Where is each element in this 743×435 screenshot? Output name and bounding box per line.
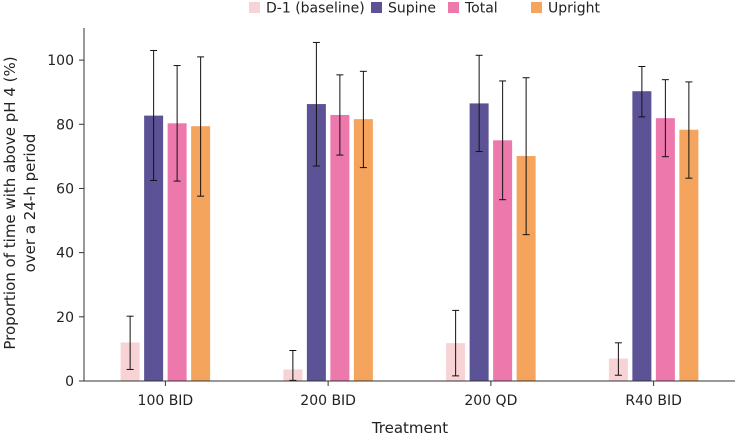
error-bar-total-200-qd <box>499 80 507 201</box>
legend-swatch <box>448 2 459 13</box>
bar-total-100-bid <box>167 123 187 381</box>
x-tick-label-r40-bid: R40 BID <box>625 393 682 409</box>
error-bar-upright-r40-bid <box>685 81 693 179</box>
bar-upright-200-qd <box>516 156 536 381</box>
legend-label: Upright <box>548 1 601 17</box>
y-tick-label: 40 <box>56 246 74 262</box>
error-bar-supine-100-bid <box>150 49 158 181</box>
bar-total-r40-bid <box>655 118 675 382</box>
x-axis-title: Treatment <box>371 419 448 435</box>
y-axis: 0 20 40 60 80 100 <box>47 28 85 390</box>
bar-supine-200-bid <box>306 104 326 382</box>
y-axis-title-line-2: over a 24-h period <box>21 134 39 273</box>
error-bar-total-100-bid <box>173 65 181 182</box>
error-bar-supine-r40-bid <box>638 66 646 118</box>
error-bar-upright-100-bid <box>197 56 205 197</box>
error-bar-d-1-baseline-200-bid <box>289 350 297 381</box>
error-bar-upright-200-qd <box>522 77 530 236</box>
legend-swatch <box>371 2 382 13</box>
legend-label: Total <box>464 1 498 17</box>
legend-swatch <box>249 2 260 13</box>
plot-area <box>120 41 699 382</box>
legend-item-upright: Upright <box>531 1 601 17</box>
x-tick-label-200-bid: 200 BID <box>300 393 356 409</box>
bar-supine-200-qd <box>469 103 489 381</box>
x-tick-label-100-bid: 100 BID <box>138 393 194 409</box>
legend: D-1 (baseline) Supine Total Upright <box>249 1 601 17</box>
error-bar-supine-200-bid <box>312 41 320 167</box>
legend-item-total: Total <box>448 1 498 17</box>
bar-supine-100-bid <box>144 115 164 381</box>
legend-label: Supine <box>388 1 436 17</box>
bar-upright-r40-bid <box>679 129 699 381</box>
error-bar-d-1-baseline-200-qd <box>452 309 460 377</box>
y-tick-label: 100 <box>47 53 74 69</box>
error-bar-supine-200-qd <box>475 54 483 153</box>
error-bar-d-1-baseline-r40-bid <box>614 342 622 376</box>
error-bar-total-200-bid <box>336 74 344 156</box>
y-tick-label: 80 <box>56 117 74 133</box>
y-tick-label: 0 <box>65 374 74 390</box>
y-tick-label: 60 <box>56 181 74 197</box>
error-bar-d-1-baseline-100-bid <box>126 315 134 370</box>
legend-swatch <box>531 2 542 13</box>
error-bar-total-r40-bid <box>661 79 669 158</box>
x-axis: 100 BID 200 BID 200 QD R40 BID <box>84 380 735 409</box>
error-bar-upright-200-bid <box>359 70 367 169</box>
bar-total-200-bid <box>330 114 350 381</box>
x-tick-label-200-qd: 200 QD <box>464 393 517 409</box>
bar-total-200-qd <box>493 140 513 381</box>
legend-label: D-1 (baseline) <box>266 1 365 17</box>
legend-item-d-1-baseline: D-1 (baseline) <box>249 1 365 17</box>
bar-upright-200-bid <box>353 119 373 381</box>
legend-item-supine: Supine <box>371 1 436 17</box>
bar-supine-r40-bid <box>632 91 652 382</box>
y-tick-label: 20 <box>56 310 74 326</box>
bar-upright-100-bid <box>191 126 211 381</box>
y-axis-title-line-1: Proportion of time with above pH 4 (%) <box>1 56 19 349</box>
